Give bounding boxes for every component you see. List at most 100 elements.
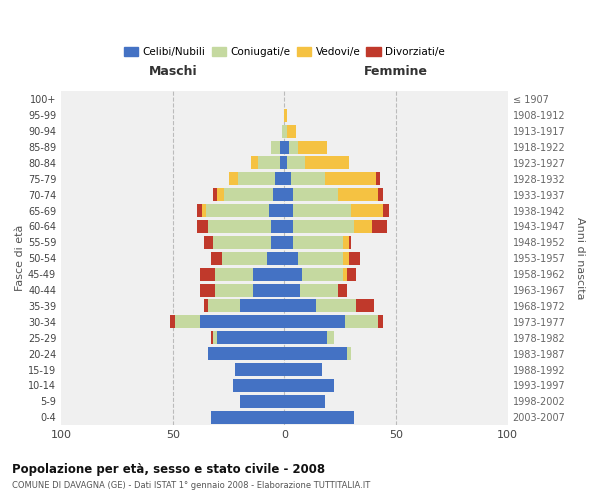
Bar (338, 188, 378, 201)
Bar (284, 347, 347, 360)
Bar (253, 268, 284, 280)
Bar (284, 395, 325, 408)
Bar (289, 140, 298, 153)
Bar (275, 172, 284, 186)
Bar (376, 172, 380, 186)
Bar (217, 331, 284, 344)
Bar (293, 204, 352, 217)
Bar (356, 300, 374, 312)
Bar (284, 108, 287, 122)
Text: COMUNE DI DAVAGNA (GE) - Dati ISTAT 1° gennaio 2008 - Elaborazione TUTTITALIA.IT: COMUNE DI DAVAGNA (GE) - Dati ISTAT 1° g… (12, 481, 370, 490)
Bar (208, 220, 271, 233)
Bar (284, 172, 291, 186)
Bar (287, 156, 305, 170)
Bar (253, 284, 284, 296)
Bar (284, 156, 287, 170)
Bar (284, 204, 293, 217)
Bar (215, 284, 253, 296)
Bar (280, 156, 284, 170)
Bar (284, 220, 293, 233)
Bar (282, 124, 284, 138)
Bar (298, 252, 343, 265)
Bar (257, 156, 280, 170)
Bar (240, 395, 284, 408)
Bar (284, 140, 289, 153)
Bar (316, 300, 356, 312)
Bar (284, 363, 322, 376)
Bar (284, 379, 334, 392)
Bar (284, 252, 298, 265)
Bar (273, 188, 284, 201)
Bar (349, 252, 361, 265)
Legend: Celibi/Nubili, Coniugati/e, Vedovi/e, Divorziati/e: Celibi/Nubili, Coniugati/e, Vedovi/e, Di… (119, 43, 449, 62)
Bar (352, 204, 383, 217)
Bar (353, 220, 371, 233)
Bar (217, 188, 224, 201)
Text: Popolazione per età, sesso e stato civile - 2008: Popolazione per età, sesso e stato civil… (12, 462, 325, 475)
Bar (378, 316, 383, 328)
Bar (240, 300, 284, 312)
Bar (300, 284, 338, 296)
Bar (238, 172, 275, 186)
Bar (213, 188, 217, 201)
Bar (284, 410, 353, 424)
Bar (170, 316, 175, 328)
Bar (204, 300, 208, 312)
Bar (211, 410, 284, 424)
Bar (284, 331, 327, 344)
Bar (200, 316, 284, 328)
Bar (204, 236, 213, 249)
Bar (325, 172, 376, 186)
Bar (213, 331, 217, 344)
Bar (343, 236, 349, 249)
Bar (298, 140, 327, 153)
Bar (197, 220, 208, 233)
Y-axis label: Fasce di età: Fasce di età (15, 225, 25, 292)
Bar (284, 124, 287, 138)
Bar (197, 204, 202, 217)
Bar (200, 284, 215, 296)
Bar (284, 268, 302, 280)
Bar (291, 172, 325, 186)
Bar (378, 188, 383, 201)
Bar (200, 268, 215, 280)
Bar (347, 268, 356, 280)
Bar (280, 140, 284, 153)
Bar (343, 268, 347, 280)
Bar (208, 347, 284, 360)
Bar (175, 316, 200, 328)
Bar (271, 236, 284, 249)
Bar (266, 252, 284, 265)
Bar (211, 331, 213, 344)
Bar (371, 220, 387, 233)
Bar (211, 252, 222, 265)
Bar (293, 220, 353, 233)
Bar (327, 331, 334, 344)
Bar (215, 268, 253, 280)
Bar (349, 236, 352, 249)
Bar (235, 363, 284, 376)
Y-axis label: Anni di nascita: Anni di nascita (575, 217, 585, 300)
Bar (224, 188, 273, 201)
Bar (206, 204, 269, 217)
Bar (305, 156, 349, 170)
Bar (269, 204, 284, 217)
Bar (271, 140, 280, 153)
Bar (347, 347, 352, 360)
Bar (284, 316, 345, 328)
Bar (345, 316, 378, 328)
Bar (287, 124, 296, 138)
Bar (343, 252, 349, 265)
Bar (229, 172, 238, 186)
Text: Femmine: Femmine (364, 65, 428, 78)
Bar (284, 300, 316, 312)
Bar (383, 204, 389, 217)
Bar (293, 236, 343, 249)
Bar (222, 252, 266, 265)
Bar (293, 188, 338, 201)
Bar (251, 156, 257, 170)
Bar (208, 300, 240, 312)
Bar (284, 236, 293, 249)
Bar (338, 284, 347, 296)
Bar (202, 204, 206, 217)
